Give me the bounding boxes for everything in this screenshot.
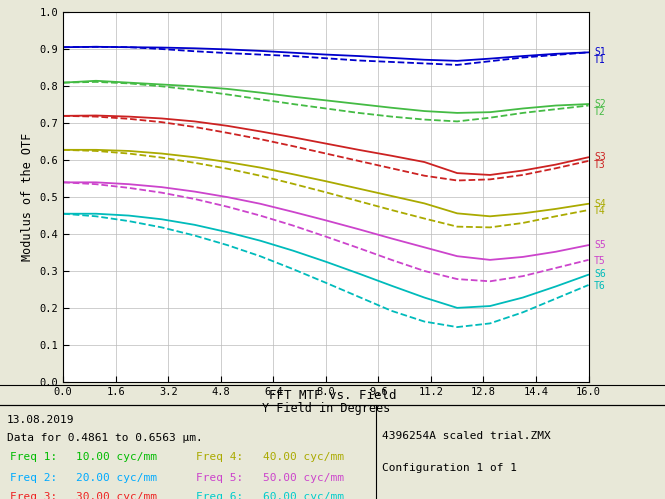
Text: S5: S5 [594,240,606,250]
Text: T2: T2 [594,107,606,117]
Text: Freq 1:: Freq 1: [10,452,57,462]
Text: S1: S1 [594,47,606,57]
Text: T6: T6 [594,281,606,291]
Text: Freq 2:: Freq 2: [10,473,57,483]
Text: Freq 6:: Freq 6: [196,493,243,499]
Text: 60.00 cyc/mm: 60.00 cyc/mm [263,493,344,499]
Text: Freq 3:: Freq 3: [10,493,57,499]
X-axis label: Y Field in Degrees: Y Field in Degrees [262,402,390,415]
Text: Configuration 1 of 1: Configuration 1 of 1 [382,464,517,474]
Text: T3: T3 [594,160,606,170]
Text: S6: S6 [594,269,606,279]
Text: 40.00 cyc/mm: 40.00 cyc/mm [263,452,344,462]
Text: 4396254A scaled trial.ZMX: 4396254A scaled trial.ZMX [382,432,551,442]
Text: T4: T4 [594,206,606,216]
Text: FFT MTF vs. Field: FFT MTF vs. Field [269,389,396,402]
Text: 30.00 cyc/mm: 30.00 cyc/mm [76,493,158,499]
Text: 50.00 cyc/mm: 50.00 cyc/mm [263,473,344,483]
Text: T1: T1 [594,55,606,65]
Text: 13.08.2019: 13.08.2019 [7,415,74,425]
Text: T5: T5 [594,255,606,265]
Text: 10.00 cyc/mm: 10.00 cyc/mm [76,452,158,462]
Text: Freq 4:: Freq 4: [196,452,243,462]
Text: S3: S3 [594,152,606,162]
Text: 20.00 cyc/mm: 20.00 cyc/mm [76,473,158,483]
Y-axis label: Modulus of the OTF: Modulus of the OTF [21,133,34,261]
Text: S4: S4 [594,199,606,209]
Text: Freq 5:: Freq 5: [196,473,243,483]
Text: S2: S2 [594,99,606,109]
Text: Data for 0.4861 to 0.6563 µm.: Data for 0.4861 to 0.6563 µm. [7,433,202,443]
